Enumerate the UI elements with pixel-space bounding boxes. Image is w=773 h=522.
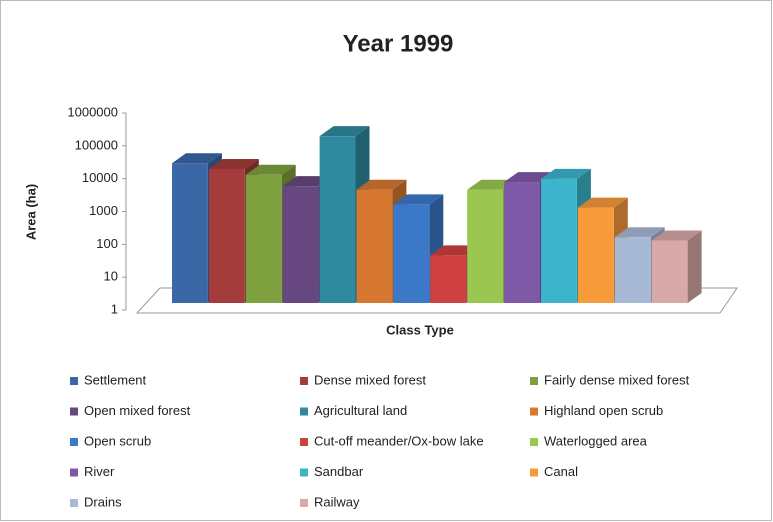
legend-swatch — [530, 407, 538, 416]
y-tick-label: 1000000 — [67, 104, 118, 119]
legend-swatch — [530, 377, 538, 385]
bar — [577, 207, 614, 303]
legend-label: Waterlogged area — [544, 433, 648, 448]
legend-swatch — [300, 499, 308, 507]
legend-label: Drains — [84, 494, 122, 509]
bar — [245, 174, 282, 303]
legend-label: River — [84, 464, 115, 479]
bar — [651, 240, 688, 303]
legend-swatch — [300, 377, 308, 385]
bar — [614, 237, 651, 303]
legend-label: Open mixed forest — [84, 403, 191, 418]
bar-top — [245, 164, 296, 175]
bar-top — [172, 153, 222, 164]
legend-label: Open scrub — [84, 433, 151, 448]
legend-label: Fairly dense mixed forest — [544, 372, 690, 387]
bar-top — [319, 126, 370, 137]
bar — [430, 255, 467, 303]
y-tick-label: 1000 — [89, 203, 118, 218]
x-axis-label: Class Type — [386, 322, 454, 337]
y-axis-label: Area (ha) — [23, 184, 38, 240]
legend-swatch — [70, 407, 78, 416]
bar — [393, 204, 430, 303]
bar — [467, 189, 504, 303]
y-tick-label: 10000 — [82, 170, 118, 185]
bar-top — [577, 197, 628, 208]
bar — [282, 186, 319, 303]
legend-swatch — [70, 377, 78, 385]
legend-swatch — [70, 468, 78, 477]
legend-swatch — [300, 438, 308, 446]
bar — [504, 182, 540, 303]
legend-swatch — [530, 438, 538, 446]
legend-label: Agricultural land — [314, 403, 407, 418]
legend-label: Canal — [544, 464, 578, 479]
bar — [541, 178, 577, 303]
bar — [356, 189, 393, 303]
bar-side — [687, 230, 702, 303]
y-tick-label: 100 — [96, 236, 118, 251]
chart-title: Year 1999 — [343, 30, 454, 57]
legend-swatch — [70, 499, 78, 507]
bar-top — [356, 179, 407, 190]
bar-top — [651, 230, 702, 241]
legend-label: Cut-off meander/Ox-bow lake — [314, 433, 484, 448]
y-tick-label: 10 — [104, 269, 118, 284]
bar-top — [614, 227, 665, 238]
legend-label: Highland open scrub — [544, 403, 663, 418]
legend-label: Dense mixed forest — [314, 372, 426, 387]
legend-swatch — [300, 468, 308, 477]
bar — [208, 169, 245, 303]
bar — [172, 163, 208, 303]
legend-label: Railway — [314, 494, 360, 509]
legend-swatch — [70, 438, 78, 446]
y-tick-label: 100000 — [75, 137, 118, 152]
bar-top — [393, 194, 444, 205]
legend-swatch — [300, 407, 308, 416]
bar-top — [208, 159, 259, 170]
y-tick-label: 1 — [111, 301, 118, 316]
legend-label: Settlement — [84, 372, 147, 387]
legend-swatch — [530, 468, 538, 477]
bar-top — [541, 168, 591, 179]
legend-label: Sandbar — [314, 464, 364, 479]
bar — [319, 136, 356, 303]
